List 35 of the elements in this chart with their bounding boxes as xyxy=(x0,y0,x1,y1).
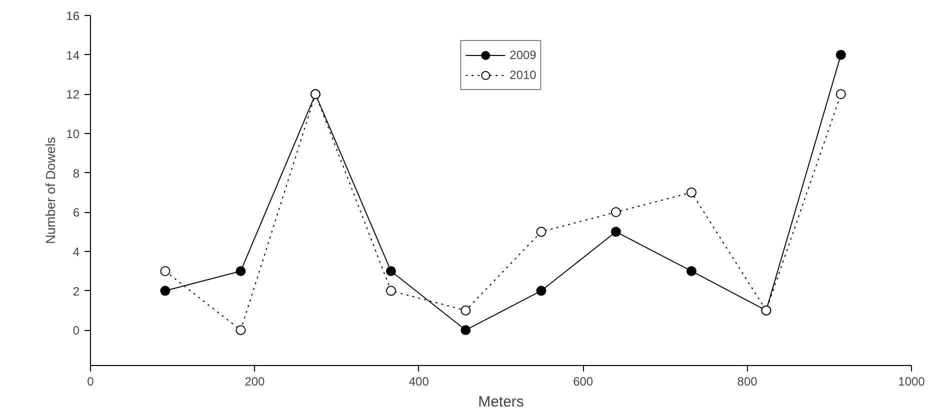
y-tick-label: 2 xyxy=(72,284,80,298)
legend-label: 2009 xyxy=(510,48,536,62)
point xyxy=(536,286,546,296)
point xyxy=(386,266,396,276)
x-tick-label: 0 xyxy=(87,374,94,388)
x-axis-title: Meters xyxy=(478,394,524,410)
point xyxy=(610,226,621,237)
y-tick-label: 14 xyxy=(66,48,80,62)
point xyxy=(460,305,471,316)
y-axis-title: Number of Dowels xyxy=(43,136,58,244)
x-tick-label: 600 xyxy=(573,374,594,388)
y-tick-label: 6 xyxy=(72,206,80,220)
y-tick-label: 8 xyxy=(72,166,80,180)
legend-label: 2010 xyxy=(510,68,536,82)
point xyxy=(836,50,846,60)
y-tick-label: 10 xyxy=(66,126,80,141)
y-tick-label: 0 xyxy=(72,324,80,338)
x-tick-label: 1000 xyxy=(898,374,926,388)
point xyxy=(686,187,696,198)
x-tick-label: 200 xyxy=(244,374,266,388)
point xyxy=(536,226,546,237)
point xyxy=(686,266,696,276)
point xyxy=(386,286,396,296)
point xyxy=(836,89,846,100)
point xyxy=(160,286,170,296)
point xyxy=(236,325,246,336)
y-tick-label: 12 xyxy=(66,88,80,102)
x-tick-label: 400 xyxy=(408,374,430,388)
point xyxy=(160,266,170,276)
y-tick-label: 16 xyxy=(66,9,80,23)
point xyxy=(460,325,471,336)
point xyxy=(610,207,621,218)
point xyxy=(236,266,246,276)
y-tick-label: 4 xyxy=(72,244,80,259)
x-tick-label: 800 xyxy=(737,374,758,388)
